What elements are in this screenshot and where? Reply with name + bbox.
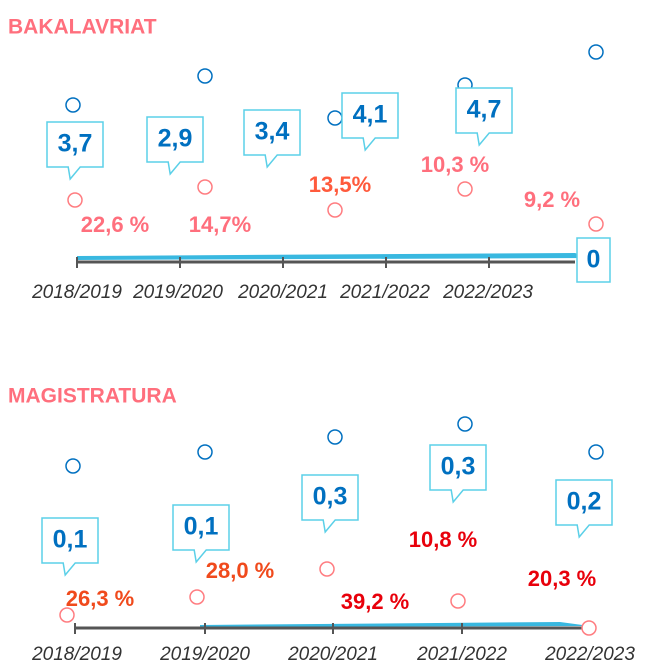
value-label: 28,0 %	[206, 558, 275, 583]
marker	[327, 110, 343, 126]
callout-box	[555, 479, 613, 539]
value-label: 0,3	[313, 483, 348, 511]
value-label: 10,3 %	[421, 152, 490, 177]
value-label: 22,6 %	[81, 212, 150, 237]
value-label: 0,1	[184, 513, 219, 541]
marker	[581, 620, 597, 636]
chart-title: MAGISTRATURA	[8, 385, 177, 408]
value-label: 14,7%	[189, 212, 251, 237]
x-tick-label: 2021/2022	[416, 644, 507, 665]
callout-box	[301, 474, 359, 534]
value-label: 10,8 %	[409, 527, 478, 552]
marker	[450, 593, 466, 609]
marker	[65, 97, 81, 113]
callout-box	[146, 116, 204, 176]
marker	[327, 202, 343, 218]
value-label: 39,2 %	[341, 589, 410, 614]
marker	[197, 179, 213, 195]
x-tick-label: 2022/2023	[544, 644, 635, 665]
marker	[457, 416, 473, 432]
marker	[65, 458, 81, 474]
x-tick-label: 2021/2022	[339, 282, 430, 303]
marker	[67, 192, 83, 208]
value-label: 2,9	[158, 125, 193, 153]
value-label: 26,3 %	[66, 586, 135, 611]
value-label: 3,7	[58, 130, 93, 158]
baseline-band	[200, 622, 590, 627]
x-tick-label: 2018/2019	[31, 644, 122, 665]
x-tick-label: 2022/2023	[442, 282, 533, 303]
x-tick-label: 2020/2021	[287, 644, 378, 665]
x-tick-label: 2020/2021	[237, 282, 328, 303]
value-label: 3,4	[255, 118, 290, 146]
callout-box	[576, 237, 611, 283]
callout-box	[429, 444, 487, 504]
callout-box	[341, 92, 399, 152]
callout-box	[243, 109, 301, 169]
marker	[197, 68, 213, 84]
marker	[588, 44, 604, 60]
value-label: 13,5%	[309, 172, 371, 197]
marker	[588, 216, 604, 232]
callout-box	[46, 121, 104, 181]
x-tick-label: 2019/2020	[159, 644, 250, 665]
chart-title: BAKALAVRIAT	[8, 16, 157, 39]
marker	[197, 444, 213, 460]
value-label: 9,2 %	[524, 187, 580, 212]
value-label: 20,3 %	[528, 566, 597, 591]
value-label: 0,1	[53, 526, 88, 554]
callout-box	[41, 517, 99, 577]
callout-box	[172, 504, 230, 564]
marker	[319, 561, 335, 577]
x-tick-label: 2018/2019	[31, 282, 122, 303]
value-label: 0	[587, 246, 601, 274]
value-label: 4,1	[353, 101, 388, 129]
x-tick-label: 2019/2020	[132, 282, 223, 303]
marker	[189, 589, 205, 605]
marker	[327, 429, 343, 445]
marker	[457, 181, 473, 197]
callout-box	[455, 87, 513, 147]
value-label: 4,7	[467, 96, 502, 124]
baseline-band	[77, 253, 590, 260]
value-label: 0,2	[567, 488, 602, 516]
value-label: 0,3	[441, 453, 476, 481]
marker	[588, 444, 604, 460]
marker	[59, 607, 75, 623]
